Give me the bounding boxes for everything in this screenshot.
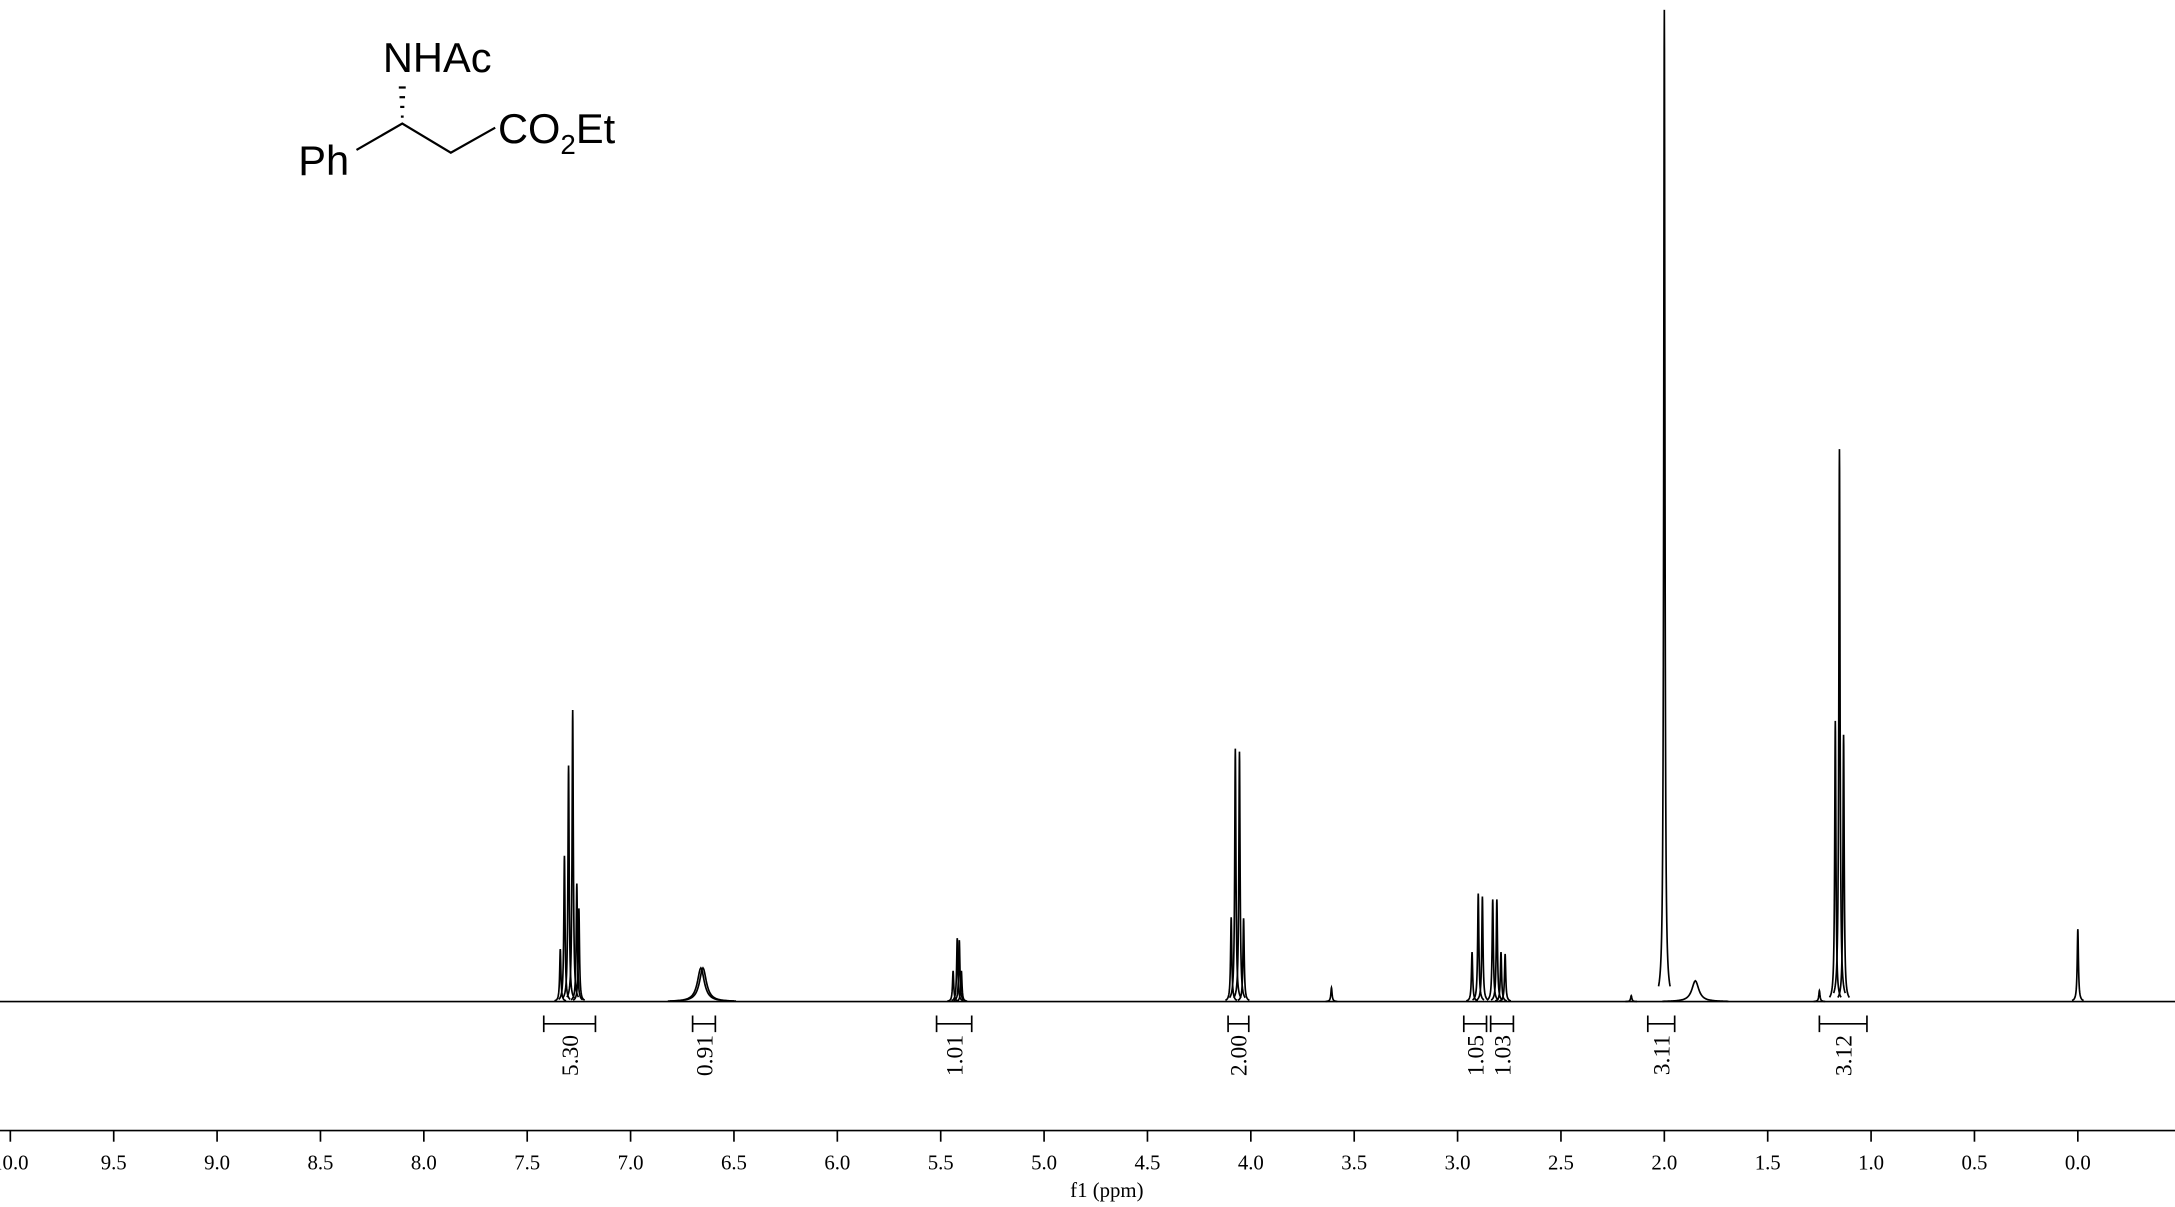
- x-tick-label: 10.0: [0, 1151, 29, 1174]
- peak: [1813, 988, 1826, 1003]
- peak: [1232, 751, 1246, 999]
- peak: [562, 765, 575, 999]
- peak: [570, 883, 584, 1001]
- x-axis-label: f1 (ppm): [1070, 1179, 1143, 1202]
- peak: [1662, 979, 1729, 1003]
- peak: [1476, 896, 1489, 1001]
- peak: [955, 970, 968, 1002]
- integral-range: [691, 1015, 717, 1033]
- integral-range: [542, 1015, 597, 1033]
- peak: [1499, 953, 1512, 1002]
- peak: [1486, 899, 1499, 1001]
- integral-label: 3.12: [1831, 1035, 1857, 1076]
- x-tick-label: 0.5: [1961, 1151, 1987, 1174]
- peak: [1466, 951, 1479, 1002]
- peak: [572, 908, 586, 1001]
- integral-range: [1489, 1015, 1515, 1033]
- x-tick-label: 7.5: [514, 1151, 540, 1174]
- integral-label: 3.11: [1650, 1035, 1676, 1075]
- aryl-label: Ph: [298, 137, 349, 184]
- x-tick-label: 3.5: [1341, 1151, 1367, 1174]
- peak: [1472, 893, 1485, 1001]
- x-tick-label: 7.0: [618, 1151, 644, 1174]
- peak: [558, 855, 571, 1001]
- x-tick-label: 5.5: [928, 1151, 954, 1174]
- x-tick-label: 9.0: [204, 1151, 230, 1174]
- peak: [1625, 994, 1638, 1003]
- x-tick-label: 6.5: [721, 1151, 747, 1174]
- peak: [1494, 951, 1508, 1002]
- x-tick-label: 6.0: [824, 1151, 850, 1174]
- amide-label: NHAc: [383, 34, 492, 81]
- integral-label: 1.01: [942, 1035, 968, 1076]
- peak: [1228, 748, 1242, 999]
- peak: [554, 948, 567, 1002]
- integral-label: 0.91: [692, 1035, 718, 1076]
- integral-range: [1646, 1015, 1676, 1033]
- integral-label: 2.00: [1227, 1035, 1253, 1076]
- peak: [1832, 449, 1847, 994]
- x-tick-label: 8.5: [307, 1151, 333, 1174]
- structure: NHAc Ph CO2Et: [298, 34, 615, 184]
- ester-label: CO2Et: [498, 105, 616, 160]
- x-tick-label: 4.5: [1134, 1151, 1160, 1174]
- bond: [355, 122, 496, 154]
- peak: [1657, 9, 1671, 987]
- x-tick-label: 9.5: [101, 1151, 127, 1174]
- ester-part: Et: [576, 105, 616, 152]
- ester-subscript: 2: [560, 129, 575, 160]
- peak: [1237, 918, 1250, 1002]
- x-tick-label: 2.0: [1651, 1151, 1677, 1174]
- integral-label: 1.03: [1490, 1035, 1516, 1076]
- integral-label: 1.05: [1463, 1035, 1489, 1076]
- x-tick-label: 5.0: [1031, 1151, 1057, 1174]
- peak: [2071, 929, 2084, 1002]
- peak: [1490, 899, 1504, 1001]
- peak: [1837, 734, 1851, 998]
- peak: [1325, 984, 1338, 1003]
- peak: [669, 966, 737, 1002]
- x-tick-label: 8.0: [411, 1151, 437, 1174]
- hashed-bond: [398, 86, 406, 118]
- x-tick-label: 2.5: [1548, 1151, 1574, 1174]
- x-tick-label: 1.5: [1755, 1151, 1781, 1174]
- ester-part: CO: [498, 105, 560, 152]
- integral-range: [935, 1015, 973, 1033]
- peak: [951, 938, 964, 1002]
- integral-label: 5.30: [558, 1035, 584, 1076]
- x-tick-label: 3.0: [1445, 1151, 1471, 1174]
- peak: [1225, 917, 1238, 1002]
- x-tick-label: 0.0: [2065, 1151, 2091, 1174]
- integral-range: [1462, 1015, 1488, 1033]
- x-tick-label: 1.0: [1858, 1151, 1884, 1174]
- integral-range: [1818, 1015, 1868, 1033]
- integral-range: [1227, 1015, 1250, 1033]
- x-tick-label: 4.0: [1238, 1151, 1264, 1174]
